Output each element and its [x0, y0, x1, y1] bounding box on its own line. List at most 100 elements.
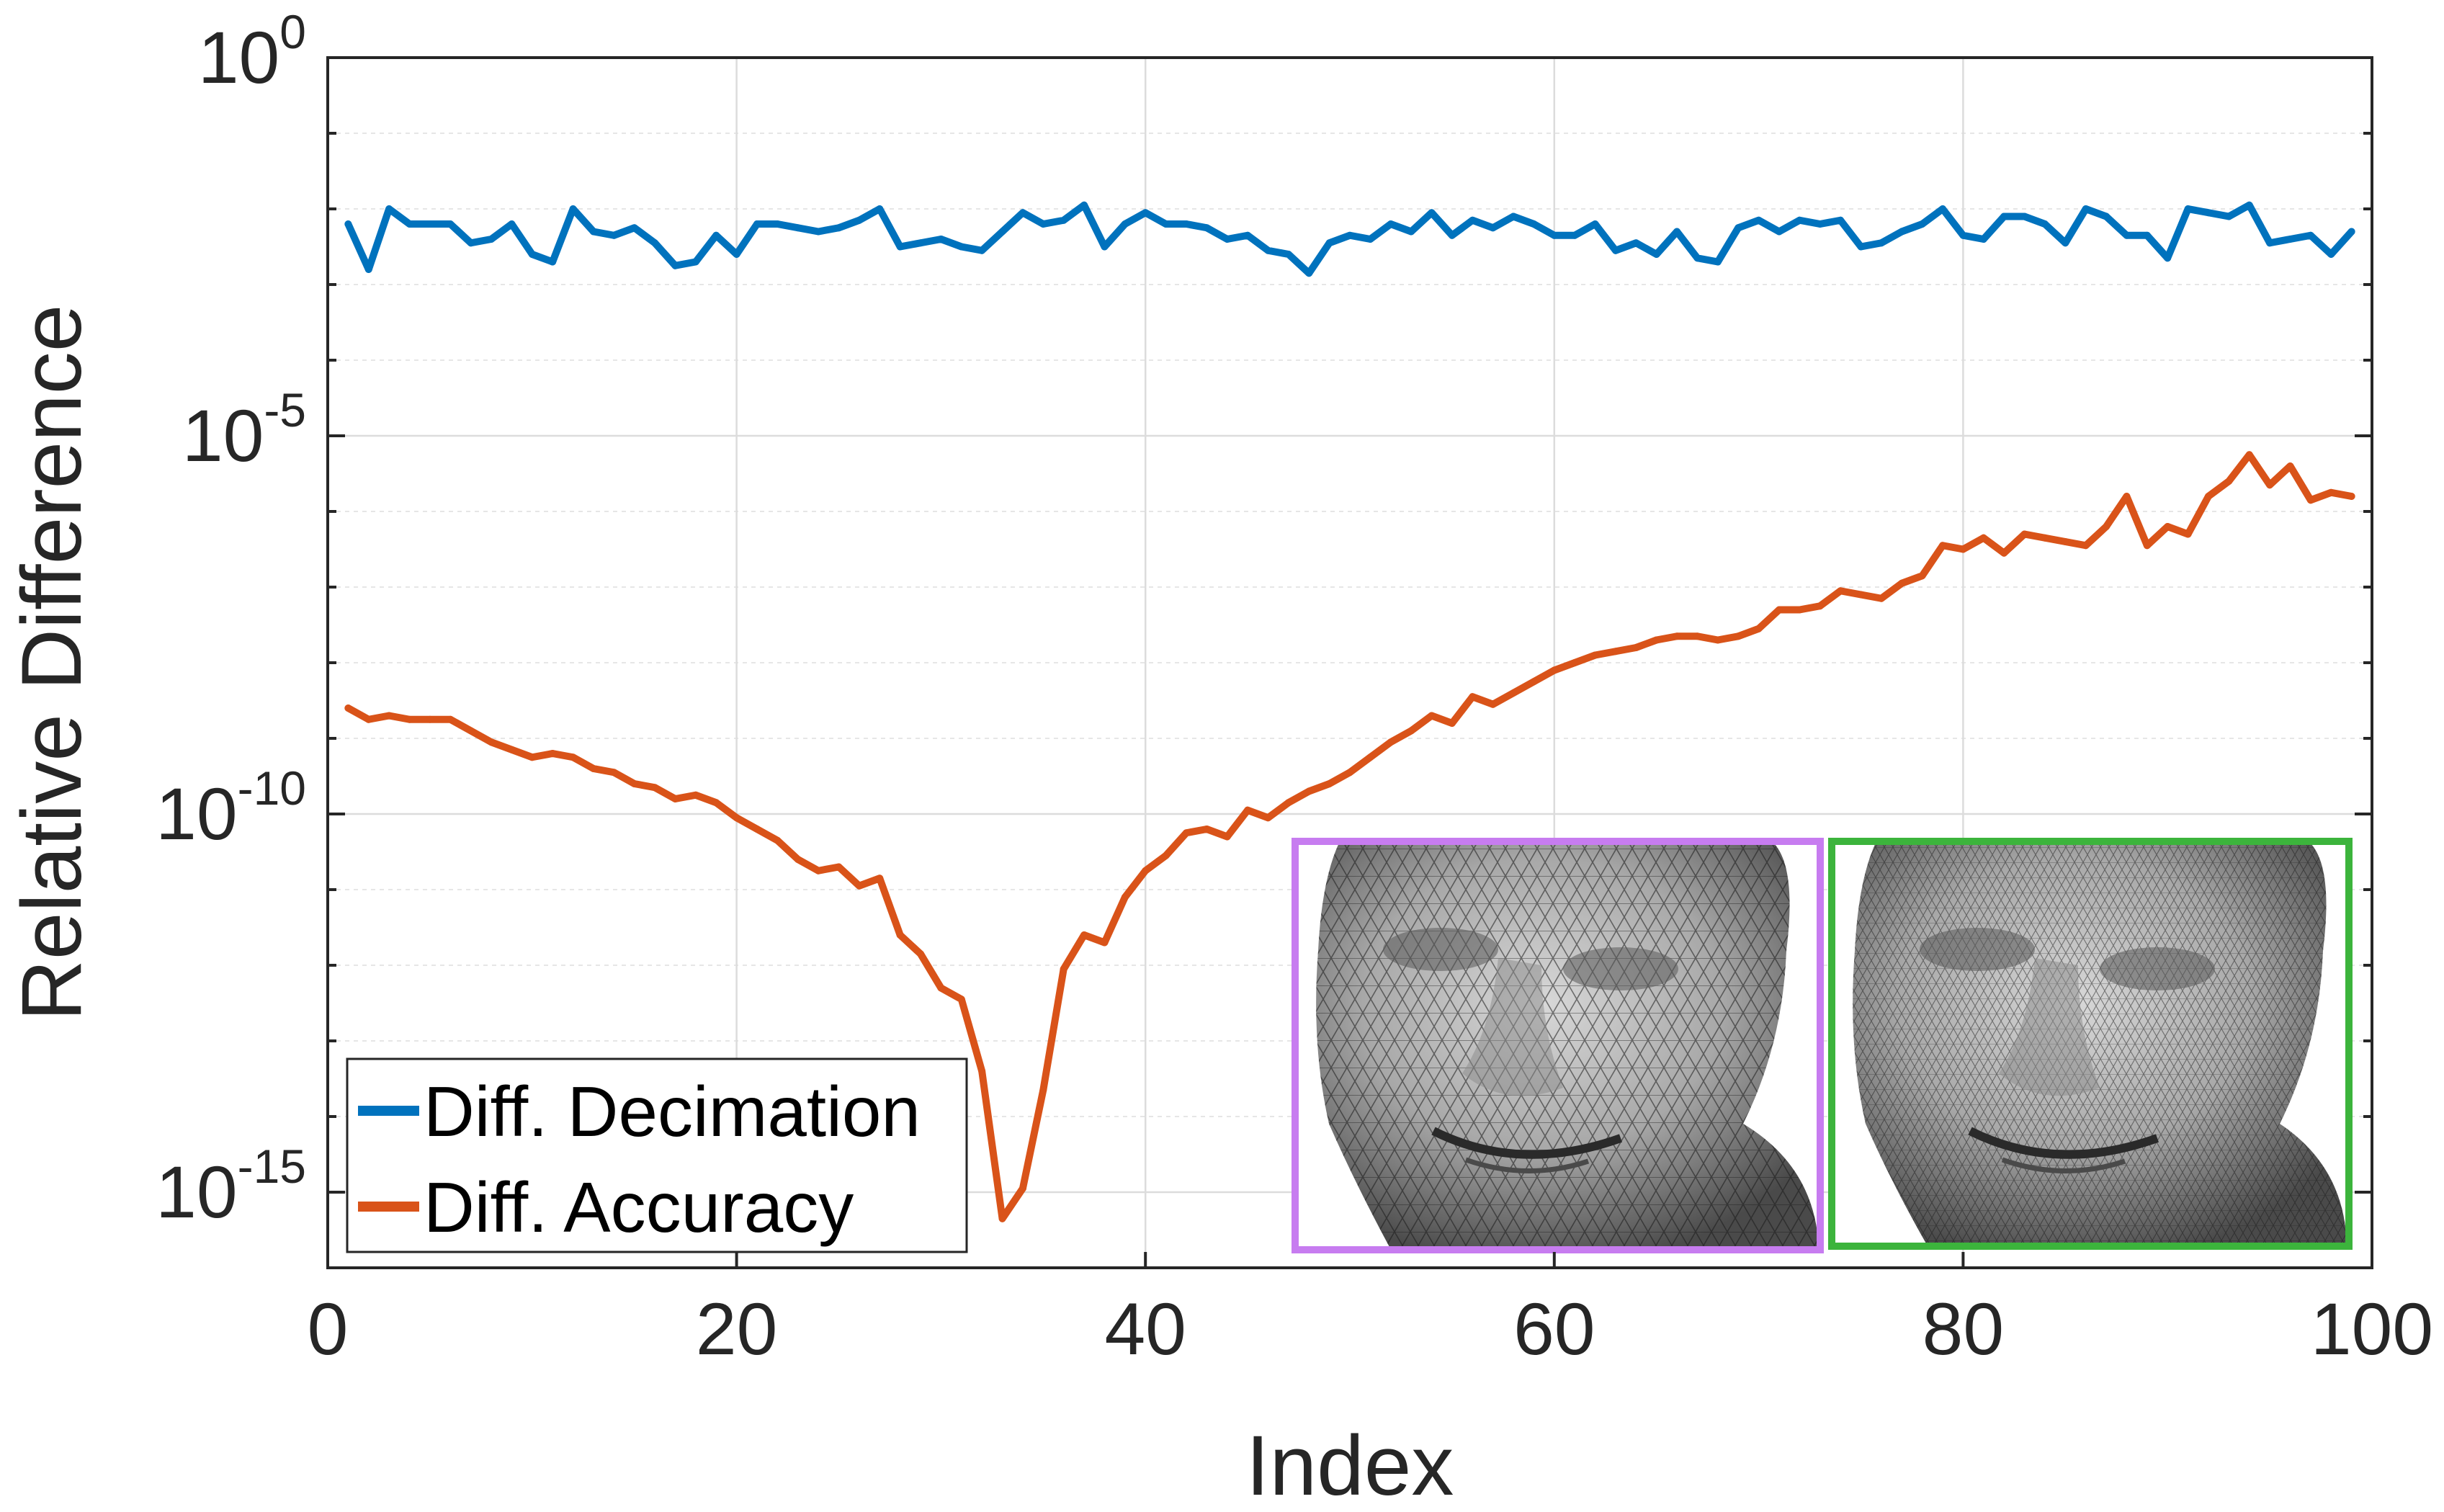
data-point-diff-accuracy [1019, 1184, 1026, 1192]
data-point-diff-decimation [630, 224, 638, 232]
data-point-diff-decimation [1857, 243, 1865, 251]
data-point-diff-accuracy [1857, 591, 1865, 599]
data-point-diff-accuracy [1979, 534, 1987, 542]
data-point-diff-accuracy [1121, 893, 1129, 901]
data-point-diff-accuracy [610, 769, 618, 777]
data-point-diff-accuracy [385, 712, 393, 720]
data-point-diff-accuracy [1080, 931, 1088, 939]
data-point-diff-accuracy [1816, 602, 1824, 610]
data-point-diff-decimation [1673, 228, 1681, 236]
data-point-diff-accuracy [1407, 727, 1415, 735]
y-tick-label: 100 [198, 5, 306, 99]
data-point-diff-accuracy [1898, 579, 1906, 587]
data-point-diff-decimation [569, 205, 577, 213]
data-point-diff-decimation [2143, 231, 2151, 239]
data-point-diff-decimation [589, 228, 597, 236]
data-point-diff-decimation [508, 220, 516, 228]
data-point-diff-decimation [1898, 228, 1906, 236]
x-tick-label: 80 [1922, 1288, 2004, 1370]
data-point-diff-accuracy [2000, 549, 2008, 557]
data-point-diff-accuracy [1530, 678, 1538, 686]
data-point-diff-decimation [1918, 220, 1926, 228]
data-point-diff-accuracy [1223, 833, 1231, 841]
x-tick-label: 40 [1104, 1288, 1186, 1370]
data-point-diff-accuracy [1796, 606, 1804, 614]
data-point-diff-decimation [1979, 236, 1987, 243]
data-point-diff-decimation [1305, 269, 1313, 277]
data-point-diff-accuracy [1244, 806, 1252, 814]
data-point-diff-decimation [1121, 220, 1129, 228]
data-point-diff-accuracy [2245, 451, 2253, 459]
data-point-diff-decimation [1591, 220, 1599, 228]
data-point-diff-decimation [1959, 231, 1967, 239]
data-point-diff-decimation [1816, 220, 1824, 228]
data-point-diff-decimation [651, 239, 659, 247]
data-point-diff-accuracy [1428, 712, 1436, 720]
data-point-diff-accuracy [426, 715, 434, 723]
data-point-diff-decimation [2103, 213, 2110, 220]
data-point-diff-decimation [1837, 216, 1845, 224]
data-point-diff-decimation [1530, 220, 1538, 228]
data-point-diff-decimation [1571, 231, 1579, 239]
data-point-diff-decimation [1325, 239, 1333, 247]
data-point-diff-accuracy [447, 715, 455, 723]
data-point-diff-accuracy [2347, 493, 2355, 500]
data-point-diff-decimation [1632, 239, 1640, 247]
data-point-diff-decimation [467, 239, 475, 247]
data-point-diff-accuracy [1203, 826, 1211, 833]
data-point-diff-accuracy [774, 836, 782, 844]
data-point-diff-accuracy [528, 753, 536, 761]
x-tick-label: 20 [696, 1288, 777, 1370]
data-point-diff-accuracy [2020, 530, 2028, 538]
data-point-diff-decimation [1448, 231, 1456, 239]
data-point-diff-accuracy [1284, 799, 1292, 807]
y-tick-label: 10-15 [156, 1140, 306, 1233]
data-point-diff-accuracy [2306, 496, 2314, 504]
data-point-diff-accuracy [1591, 651, 1599, 659]
data-point-diff-accuracy [998, 1214, 1006, 1222]
data-point-diff-decimation [835, 224, 843, 232]
data-point-diff-decimation [876, 205, 884, 213]
data-point-diff-decimation [1734, 224, 1742, 232]
data-point-diff-accuracy [794, 856, 802, 863]
x-axis-title: Index [1246, 1418, 1454, 1512]
data-point-diff-accuracy [1142, 867, 1150, 874]
data-point-diff-decimation [488, 236, 496, 243]
data-point-diff-accuracy [1550, 666, 1558, 674]
y-axis-ticks: 100 10-5 10-10 10-15 [156, 5, 2372, 1269]
data-point-diff-decimation [957, 243, 965, 251]
data-point-diff-accuracy [1714, 636, 1722, 644]
data-point-diff-accuracy [753, 826, 761, 833]
data-point-diff-accuracy [957, 996, 965, 1003]
data-point-diff-decimation [447, 220, 455, 228]
data-point-diff-decimation [1387, 220, 1395, 228]
data-point-diff-decimation [1939, 205, 1947, 213]
data-point-diff-decimation [610, 231, 618, 239]
data-point-diff-decimation [1060, 216, 1067, 224]
data-point-diff-decimation [1796, 216, 1804, 224]
data-point-diff-accuracy [2184, 530, 2192, 538]
data-point-diff-decimation [549, 258, 557, 266]
data-point-diff-decimation [1510, 213, 1518, 220]
data-point-diff-accuracy [1162, 851, 1170, 859]
data-point-diff-accuracy [467, 727, 475, 735]
data-point-diff-accuracy [1959, 545, 1967, 553]
data-point-diff-accuracy [589, 765, 597, 772]
data-point-diff-decimation [1489, 224, 1497, 232]
data-point-diff-accuracy [569, 753, 577, 761]
data-point-diff-accuracy [2225, 478, 2233, 485]
data-point-diff-accuracy [1387, 738, 1395, 746]
face-fine-icon [1853, 841, 2347, 1245]
data-point-diff-accuracy [344, 704, 352, 712]
data-point-diff-decimation [896, 243, 904, 251]
data-point-diff-decimation [937, 236, 945, 243]
y-axis-title: Relative Difference [4, 305, 99, 1021]
data-point-diff-accuracy [1837, 587, 1845, 595]
data-point-diff-decimation [1652, 251, 1660, 258]
data-point-diff-accuracy [896, 931, 904, 939]
data-point-diff-decimation [1264, 246, 1272, 254]
data-point-diff-accuracy [712, 799, 720, 807]
data-point-diff-decimation [1142, 209, 1150, 217]
data-point-diff-accuracy [1652, 636, 1660, 644]
